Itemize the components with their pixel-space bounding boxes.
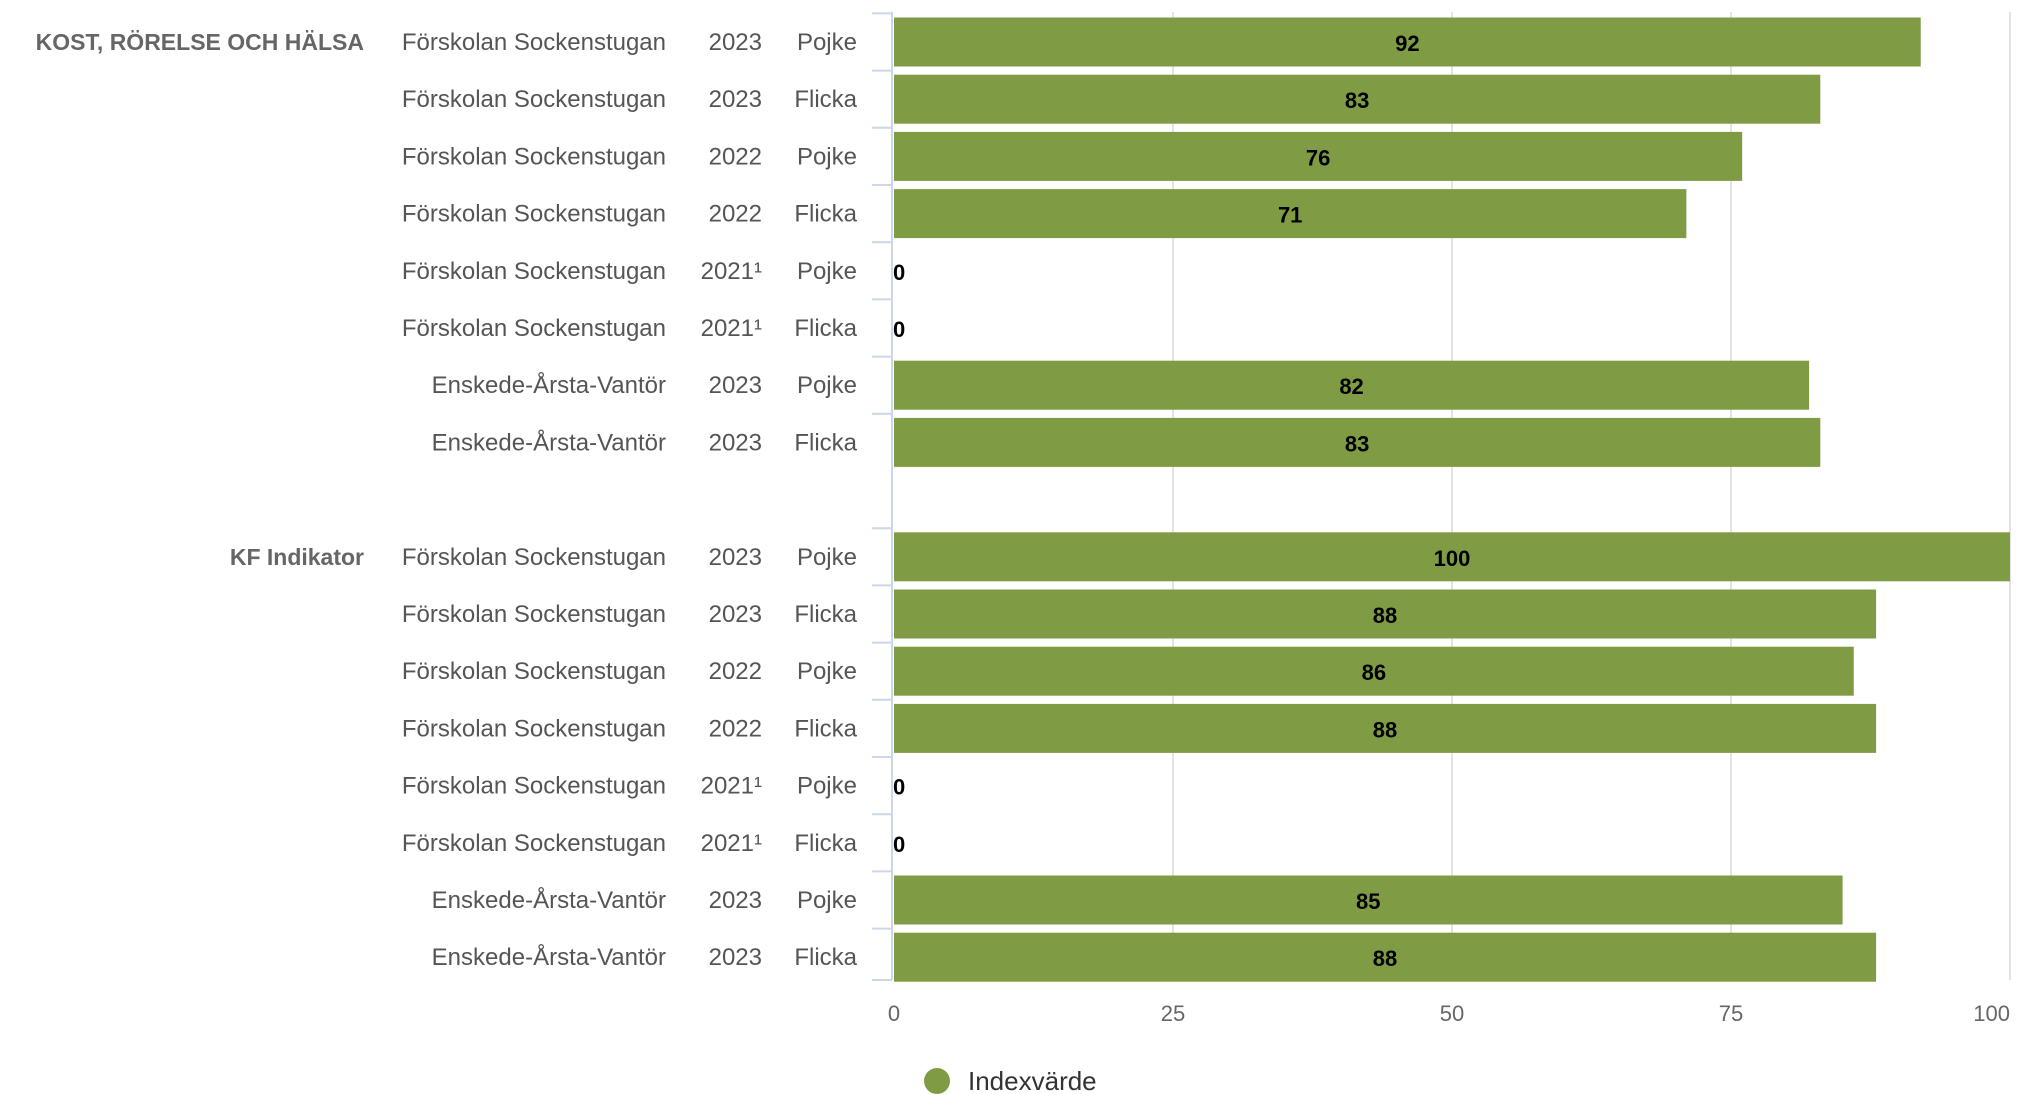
row-unit-label: Enskede-Årsta-Vantör — [432, 428, 666, 456]
bar-value-label: 0 — [893, 775, 905, 800]
row-unit-label: Enskede-Årsta-Vantör — [432, 886, 666, 914]
bar-value-label: 82 — [1339, 374, 1363, 399]
row-gender-label: Flicka — [794, 201, 857, 228]
bar-value-label: 0 — [893, 317, 905, 342]
row-unit-label: Förskolan Sockenstugan — [402, 29, 666, 56]
row-year-label: 2021¹ — [701, 258, 762, 285]
bars: 92 83 76 71 0 0 82 83 100 88 86 88 0 0 85 88 — [893, 17, 2010, 982]
row-gender-label: Flicka — [794, 315, 857, 342]
x-tick-label: 25 — [1161, 1001, 1185, 1026]
row-gender-label: Pojke — [797, 887, 857, 914]
row-unit-label: Förskolan Sockenstugan — [402, 658, 666, 685]
row-year-label: 2023 — [709, 372, 762, 399]
x-tick-label: 75 — [1719, 1001, 1743, 1026]
group-label: KOST, RÖRELSE OCH HÄLSA — [36, 29, 364, 55]
row-gender-label: Flicka — [794, 601, 857, 628]
row-unit-label: Förskolan Sockenstugan — [402, 715, 666, 742]
bar-value-label: 88 — [1373, 717, 1397, 742]
row-unit-label: Enskede-Årsta-Vantör — [432, 371, 666, 399]
bar — [894, 532, 2010, 582]
row-year-label: 2021¹ — [701, 315, 762, 342]
row-year-label: 2023 — [709, 944, 762, 971]
row-year-label: 2023 — [709, 887, 762, 914]
bar — [894, 189, 1687, 239]
row-unit-label: Förskolan Sockenstugan — [402, 601, 666, 628]
row-unit-label: Enskede-Årsta-Vantör — [432, 943, 666, 971]
row-unit-label: Förskolan Sockenstugan — [402, 86, 666, 113]
x-tick-label: 100 — [1973, 1001, 2010, 1026]
row-gender-label: Pojke — [797, 658, 857, 685]
row-year-label: 2022 — [709, 715, 762, 742]
bar-value-label: 88 — [1373, 603, 1397, 628]
row-unit-label: Förskolan Sockenstugan — [402, 258, 666, 285]
row-year-label: 2022 — [709, 143, 762, 170]
row-year-label: 2021¹ — [701, 830, 762, 857]
row-year-label: 2023 — [709, 601, 762, 628]
row-unit-label: Förskolan Sockenstugan — [402, 143, 666, 170]
bar — [894, 589, 1877, 639]
row-gender-label: Flicka — [794, 429, 857, 456]
bar-value-label: 100 — [1434, 546, 1471, 571]
bar — [894, 703, 1877, 753]
bar — [894, 417, 1821, 467]
bar-value-label: 85 — [1356, 889, 1380, 914]
row-gender-label: Flicka — [794, 715, 857, 742]
legend[interactable]: Indexvärde — [924, 1066, 1097, 1094]
row-gender-label: Pojke — [797, 29, 857, 56]
bar-value-label: 0 — [893, 832, 905, 857]
bar — [894, 875, 1843, 925]
row-gender-label: Pojke — [797, 372, 857, 399]
row-unit-label: Förskolan Sockenstugan — [402, 201, 666, 228]
bar — [894, 74, 1821, 124]
row-gender-label: Flicka — [794, 944, 857, 971]
bar — [894, 646, 1854, 696]
row-gender-label: Pojke — [797, 143, 857, 170]
row-gender-label: Flicka — [794, 86, 857, 113]
bar — [894, 932, 1877, 982]
row-unit-label: Förskolan Sockenstugan — [402, 830, 666, 857]
row-unit-label: Förskolan Sockenstugan — [402, 773, 666, 800]
row-year-label: 2023 — [709, 429, 762, 456]
group-label: KF Indikator — [230, 544, 364, 570]
row-year-label: 2023 — [709, 544, 762, 571]
bar-value-label: 0 — [893, 260, 905, 285]
x-tick-label: 0 — [888, 1001, 900, 1026]
row-gender-label: Pojke — [797, 258, 857, 285]
row-year-label: 2023 — [709, 29, 762, 56]
legend-label: Indexvärde — [968, 1066, 1097, 1094]
row-unit-label: Förskolan Sockenstugan — [402, 544, 666, 571]
bar-value-label: 88 — [1373, 946, 1397, 971]
row-unit-label: Förskolan Sockenstugan — [402, 315, 666, 342]
legend-marker — [924, 1068, 950, 1094]
bar — [894, 360, 1810, 410]
row-year-label: 2022 — [709, 658, 762, 685]
x-tick-label: 50 — [1440, 1001, 1464, 1026]
bar-value-label: 83 — [1345, 88, 1369, 113]
bar-value-label: 92 — [1395, 31, 1419, 56]
row-gender-label: Flicka — [794, 830, 857, 857]
bar-value-label: 83 — [1345, 431, 1369, 456]
row-year-label: 2022 — [709, 201, 762, 228]
bar — [894, 131, 1743, 181]
x-axis-ticks: 0 25 50 75 100 — [888, 1001, 2010, 1026]
bar-value-label: 76 — [1306, 145, 1330, 170]
row-gender-label: Pojke — [797, 773, 857, 800]
row-year-label: 2021¹ — [701, 773, 762, 800]
bar-value-label: 71 — [1278, 203, 1302, 228]
bar-value-label: 86 — [1362, 660, 1386, 685]
row-year-label: 2023 — [709, 86, 762, 113]
category-axis — [872, 12, 893, 981]
row-gender-label: Pojke — [797, 544, 857, 571]
category-labels: KOST, RÖRELSE OCH HÄLSA Förskolan Sockens… — [36, 29, 858, 971]
bar — [894, 17, 1921, 67]
